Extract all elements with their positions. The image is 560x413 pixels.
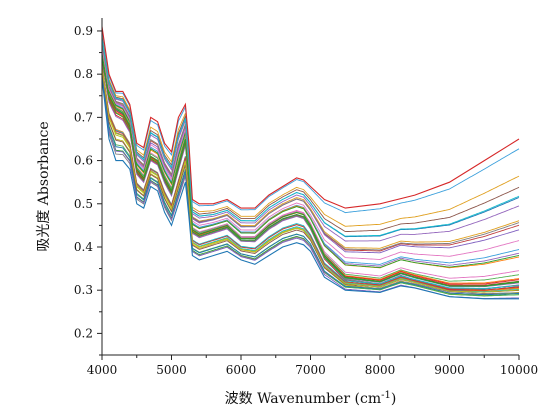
spectrum-line	[101, 66, 520, 291]
x-tick-label: 4000	[87, 363, 118, 377]
spectrum-line	[101, 33, 520, 227]
y-tick-label: 0.8	[74, 67, 93, 81]
spectrum-line	[101, 29, 520, 214]
spectrum-line	[101, 44, 520, 252]
spectrum-line	[101, 47, 520, 260]
x-tick-label: 9000	[434, 363, 465, 377]
x-axis-title-sup: -1	[381, 390, 391, 401]
spectrum-line	[101, 72, 519, 296]
spectrum-line-lower	[101, 78, 519, 300]
spectrum-line	[101, 58, 520, 290]
spectrum-line	[101, 38, 520, 237]
spectrum-line	[101, 57, 520, 290]
x-axis-title: 波数 Wavenumber (cm-1)	[225, 390, 397, 408]
y-tick-label: 0.4	[74, 240, 93, 254]
spectrum-line	[101, 67, 520, 293]
ticks: 4000 5000 6000 7000 8000 9000 10000 0.2 0.3 0.4 0.…	[74, 24, 538, 377]
y-tick-label: 0.3	[74, 283, 93, 297]
x-tick-label: 10000	[500, 363, 538, 377]
x-tick-label: 5000	[156, 363, 187, 377]
spectrum-line-middle	[101, 56, 520, 287]
x-tick-label: 8000	[365, 363, 396, 377]
spectrum-line	[101, 50, 520, 269]
spectrum-line	[101, 60, 520, 288]
y-tick-label: 0.2	[74, 326, 93, 340]
y-tick-label: 0.5	[74, 197, 93, 211]
x-tick-label: 7000	[295, 363, 326, 377]
x-axis-title-base: 波数 Wavenumber (cm	[225, 391, 381, 407]
y-tick-label: 0.6	[74, 154, 93, 168]
spectrum-line	[101, 71, 519, 297]
spectrum-line	[101, 39, 520, 242]
y-axis-title: 吸光度 Absorbance	[36, 121, 52, 251]
x-axis-title-close: )	[391, 391, 396, 407]
series-layer	[101, 26, 520, 300]
x-tick-label: 6000	[226, 363, 257, 377]
spectrum-line	[101, 75, 519, 294]
y-tick-label: 0.7	[74, 110, 93, 124]
spectrum-line-upper	[101, 26, 520, 209]
y-tick-label: 0.9	[74, 24, 93, 38]
spectrum-line	[101, 43, 520, 251]
